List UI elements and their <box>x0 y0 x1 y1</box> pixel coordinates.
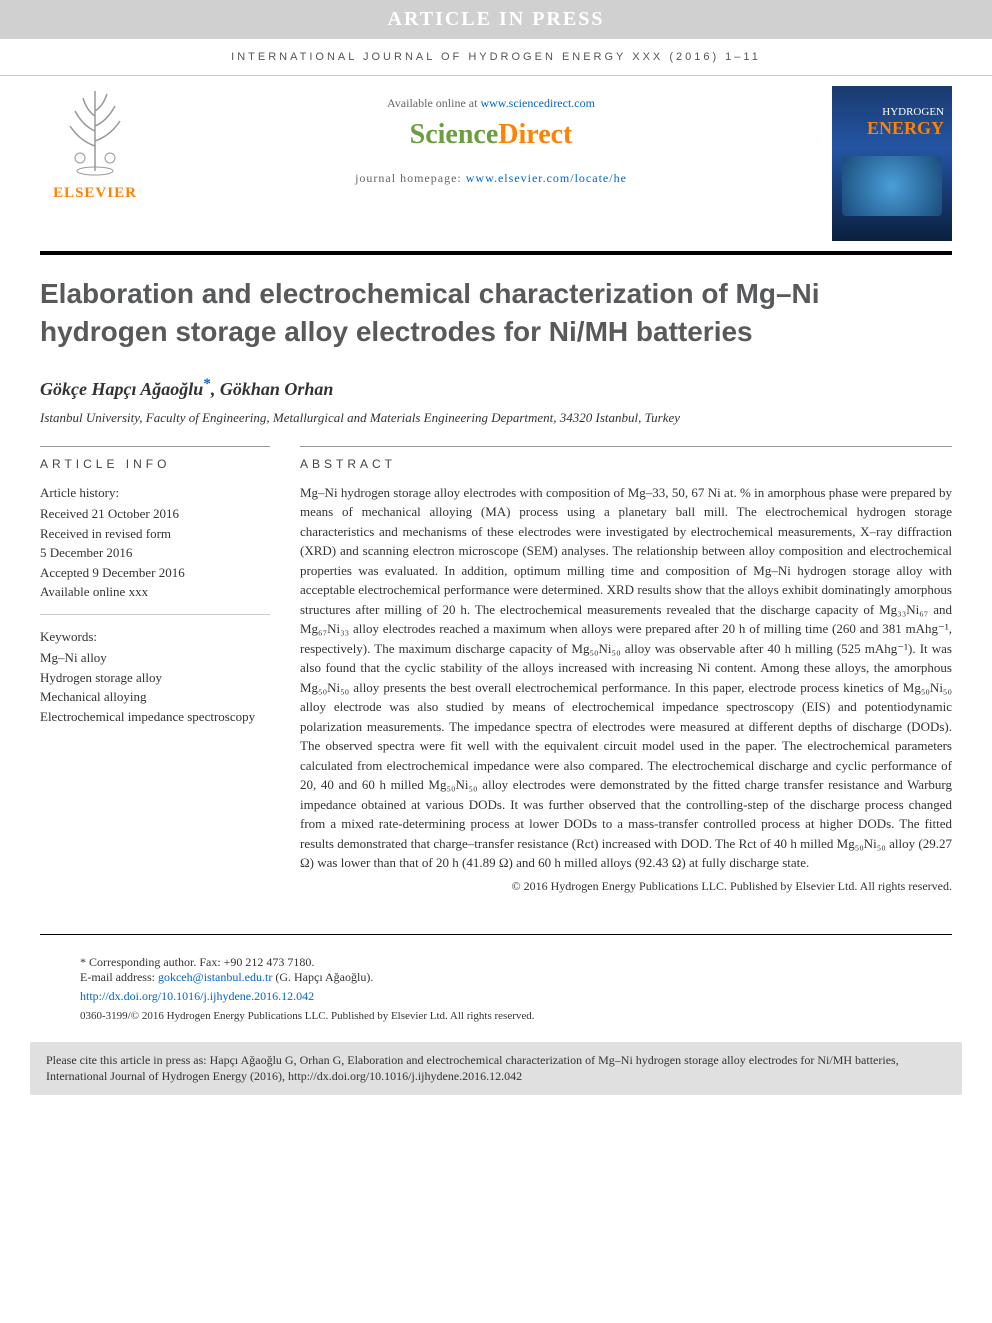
footer-correspondence: * Corresponding author. Fax: +90 212 473… <box>40 934 952 1032</box>
available-online-text: Available online at www.sciencedirect.co… <box>160 96 822 111</box>
author-2: Gökhan Orhan <box>220 379 334 399</box>
elsevier-wordmark: ELSEVIER <box>40 185 150 202</box>
author-1: Gökçe Hapçı Ağaoğlu <box>40 379 203 399</box>
corresponding-marker: * <box>203 376 211 392</box>
corresponding-author-line: * Corresponding author. Fax: +90 212 473… <box>80 955 912 970</box>
doi-link[interactable]: http://dx.doi.org/10.1016/j.ijhydene.201… <box>80 989 314 1003</box>
journal-homepage-link[interactable]: www.elsevier.com/locate/he <box>466 171 627 185</box>
article-info-header: ARTICLE INFO <box>40 446 270 471</box>
article-title: Elaboration and electrochemical characte… <box>0 255 992 361</box>
email-label: E-mail address: <box>80 970 158 984</box>
journal-homepage-line: journal homepage: www.elsevier.com/locat… <box>160 171 822 186</box>
author-affiliation: Istanbul University, Faculty of Engineer… <box>0 405 992 446</box>
homepage-prefix: journal homepage: <box>355 171 466 185</box>
publisher-header-row: ELSEVIER Available online at www.science… <box>0 75 992 241</box>
sciencedirect-url-link[interactable]: www.sciencedirect.com <box>480 96 595 110</box>
corresponding-email-link[interactable]: gokceh@istanbul.edu.tr <box>158 970 272 984</box>
available-prefix: Available online at <box>387 96 480 110</box>
revised-date: 5 December 2016 <box>40 543 270 563</box>
sd-direct-word: Direct <box>498 119 572 150</box>
keyword-item: Mechanical alloying <box>40 687 270 707</box>
sciencedirect-block: Available online at www.sciencedirect.co… <box>150 76 832 206</box>
revised-label: Received in revised form <box>40 524 270 544</box>
abstract-header: ABSTRACT <box>300 446 952 471</box>
journal-citation-header: INTERNATIONAL JOURNAL OF HYDROGEN ENERGY… <box>0 39 992 75</box>
article-in-press-banner: ARTICLE IN PRESS <box>0 0 992 39</box>
cover-graphic <box>842 156 942 216</box>
email-suffix: (G. Hapçı Ağaoğlu). <box>272 970 373 984</box>
issn-copyright-line: 0360-3199/© 2016 Hydrogen Energy Publica… <box>80 1010 912 1022</box>
sciencedirect-logo: ScienceDirect <box>160 119 822 151</box>
cover-energy-text: ENERGY <box>867 118 944 139</box>
cover-hydrogen-text: HYDROGEN <box>882 106 944 118</box>
keywords-block: Keywords: Mg–Ni alloy Hydrogen storage a… <box>40 627 270 739</box>
sd-science-word: Science <box>410 119 499 150</box>
received-date: Received 21 October 2016 <box>40 504 270 524</box>
accepted-date: Accepted 9 December 2016 <box>40 563 270 583</box>
doi-line: http://dx.doi.org/10.1016/j.ijhydene.201… <box>80 989 912 1004</box>
online-date: Available online xxx <box>40 582 270 602</box>
keyword-item: Hydrogen storage alloy <box>40 668 270 688</box>
elsevier-tree-icon <box>55 86 135 176</box>
article-history-block: Article history: Received 21 October 201… <box>40 483 270 615</box>
email-line: E-mail address: gokceh@istanbul.edu.tr (… <box>80 970 912 985</box>
keyword-item: Electrochemical impedance spectroscopy <box>40 707 270 727</box>
author-list: Gökçe Hapçı Ağaoğlu*, Gökhan Orhan <box>0 361 992 405</box>
abstract-copyright: © 2016 Hydrogen Energy Publications LLC.… <box>300 879 952 894</box>
elsevier-logo: ELSEVIER <box>40 76 150 212</box>
keywords-label: Keywords: <box>40 627 270 647</box>
citation-box: Please cite this article in press as: Ha… <box>30 1042 962 1096</box>
article-info-column: ARTICLE INFO Article history: Received 2… <box>40 446 270 894</box>
abstract-body: Mg–Ni hydrogen storage alloy electrodes … <box>300 483 952 873</box>
journal-cover-thumbnail: HYDROGEN ENERGY <box>832 86 952 241</box>
abstract-column: ABSTRACT Mg–Ni hydrogen storage alloy el… <box>300 446 952 894</box>
history-label: Article history: <box>40 483 270 503</box>
info-abstract-row: ARTICLE INFO Article history: Received 2… <box>0 446 992 894</box>
keyword-item: Mg–Ni alloy <box>40 648 270 668</box>
